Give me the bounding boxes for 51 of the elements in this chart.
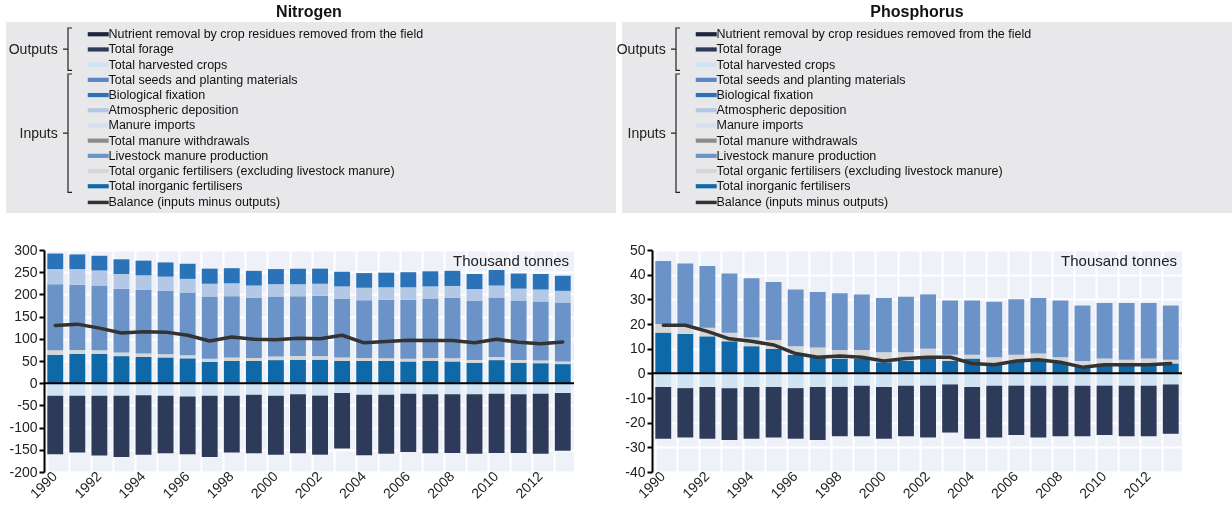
legend-label: Manure imports (716, 118, 804, 133)
legend-label: Manure imports (108, 118, 196, 133)
chart-title: Phosphorus (870, 3, 964, 20)
chart-title: Nitrogen (276, 3, 342, 20)
y-tick-label: 150 (14, 308, 38, 325)
y-axis-title: Thousand tonnes (1061, 252, 1177, 269)
y-tick-label: 200 (14, 285, 38, 302)
y-tick-label: -150 (9, 441, 38, 458)
y-tick-label: 300 (14, 241, 38, 258)
legend-label: Nutrient removal by crop residues removed from the field (716, 27, 1032, 42)
legend-label: Total inorganic fertilisers (108, 179, 243, 194)
text: Outputs (616, 41, 666, 58)
legend-label: Total organic fertilisers (excluding livestock manure) (716, 164, 1003, 179)
y-tick-label: -50 (17, 396, 38, 413)
y-tick-label: -10 (625, 389, 646, 406)
y-tick-label: -20 (625, 414, 646, 431)
legend-label: Balance (inputs minus outputs) (108, 195, 281, 210)
legend-label: Total seeds and planting materials (108, 72, 298, 87)
legend-label: Total harvested crops (716, 57, 836, 72)
legend-label: Atmospheric deposition (716, 103, 847, 118)
y-tick-label: 50 (629, 241, 646, 258)
y-tick-label: 20 (629, 315, 646, 332)
y-tick-label: 0 (29, 374, 38, 391)
legend-label: Balance (inputs minus outputs) (716, 195, 889, 210)
text: Outputs (8, 41, 58, 58)
legend-label: Total forage (716, 42, 782, 57)
y-tick-label: 250 (14, 263, 38, 280)
legend-label: Total seeds and planting materials (716, 72, 906, 87)
y-tick-label: -100 (9, 419, 38, 436)
y-tick-label: 30 (629, 290, 646, 307)
text: Inputs (19, 125, 58, 142)
legend-label: Biological fixation (108, 88, 206, 103)
legend-label: Atmospheric deposition (108, 103, 239, 118)
legend-label: Total inorganic fertilisers (716, 179, 851, 194)
legend-label: Total forage (108, 42, 174, 57)
y-tick-label: 10 (629, 340, 646, 357)
text: Inputs (627, 125, 666, 142)
legend-label: Livestock manure production (108, 148, 269, 163)
legend-label: Total harvested crops (108, 57, 228, 72)
y-tick-label: 0 (637, 364, 646, 381)
y-axis-title: Thousand tonnes (453, 252, 569, 269)
y-tick-label: 50 (21, 352, 38, 369)
y-tick-label: 100 (14, 330, 38, 347)
y-tick-label: -30 (625, 438, 646, 455)
legend-label: Total manure withdrawals (716, 133, 858, 148)
legend-label: Livestock manure production (716, 148, 877, 163)
legend-label: Total manure withdrawals (108, 133, 250, 148)
legend-label: Biological fixation (716, 88, 814, 103)
legend-label: Total organic fertilisers (excluding livestock manure) (108, 164, 395, 179)
y-tick-label: 40 (629, 266, 646, 283)
legend-label: Nutrient removal by crop residues removed from the field (108, 27, 424, 42)
